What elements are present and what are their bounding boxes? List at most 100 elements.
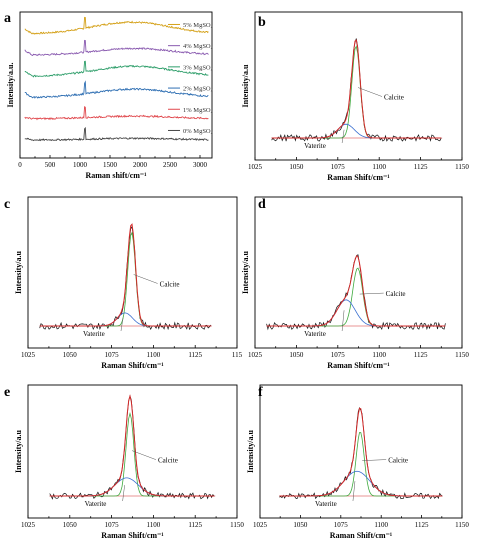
legend-entry: 2% MgSO₄ bbox=[183, 86, 214, 93]
fitted-envelope bbox=[279, 407, 443, 497]
fitted-envelope bbox=[49, 394, 215, 497]
panel-letter: c bbox=[4, 197, 10, 212]
x-tick-label: 2000 bbox=[133, 161, 148, 169]
x-tick-label: 1125 bbox=[414, 163, 428, 171]
vaterite-label: Vaterite bbox=[315, 500, 337, 508]
legend-entry: 1% MgSO₄ bbox=[183, 107, 214, 114]
vaterite-pointer bbox=[122, 485, 125, 502]
fitted-envelope bbox=[271, 39, 442, 139]
y-axis-title: Intensity/a.u bbox=[14, 251, 23, 294]
spectrum-series bbox=[24, 105, 209, 121]
panel-a: a 0 500 1000 1500 2000 2500 3000 Raman shift/cm⁻… bbox=[4, 11, 214, 180]
x-axis-title: Raman Shift/cm⁻¹ bbox=[101, 531, 164, 540]
x-tick-label: 1075 bbox=[105, 521, 120, 529]
x-tick-label: 1100 bbox=[147, 351, 161, 359]
calcite-label: Calcite bbox=[388, 457, 408, 465]
vaterite-pointer bbox=[120, 318, 124, 332]
calcite-label: Calcite bbox=[160, 281, 180, 289]
x-tick-label: 3000 bbox=[193, 161, 208, 169]
x-tick-label: 1075 bbox=[331, 163, 346, 171]
vaterite-component bbox=[279, 470, 443, 497]
x-tick-label: 1025 bbox=[253, 521, 268, 529]
calcite-pointer bbox=[359, 292, 384, 295]
calcite-label: Calcite bbox=[386, 290, 406, 298]
x-tick-label: 1050 bbox=[63, 521, 78, 529]
calcite-label: Calcite bbox=[384, 94, 404, 102]
raw-spectrum bbox=[266, 254, 446, 331]
plot-frame bbox=[27, 384, 238, 519]
x-axis-title: Raman Shift/cm⁻¹ bbox=[101, 361, 164, 370]
calcite-pointer bbox=[133, 274, 158, 284]
x-tick-label: 1025 bbox=[248, 163, 263, 171]
raw-spectrum bbox=[279, 407, 443, 500]
panel-letter: b bbox=[258, 15, 266, 30]
panel-b: b 1025 1050 1075 1100 1125 1150 Raman Shift/cm⁻… bbox=[241, 11, 469, 182]
x-tick-label: 1125 bbox=[415, 521, 429, 529]
y-axis-title: Intensity/a.u bbox=[246, 430, 255, 473]
x-axis-title: Raman Shift/cm⁻¹ bbox=[327, 173, 390, 182]
calcite-label: Calcite bbox=[158, 457, 178, 465]
raw-spectrum bbox=[271, 38, 442, 142]
spectrum-series bbox=[24, 16, 209, 35]
calcite-pointer bbox=[131, 450, 157, 460]
spectrum-series bbox=[24, 80, 209, 99]
x-tick-label: 1500 bbox=[103, 161, 118, 169]
y-axis-title: Intensity/a.u bbox=[241, 251, 250, 294]
plot-frame bbox=[259, 384, 463, 519]
x-tick-label: 0 bbox=[18, 161, 22, 169]
x-tick-label: 1050 bbox=[289, 351, 304, 359]
legend-entry: 0% MgSO₄ bbox=[183, 128, 214, 135]
x-tick-label: 1125 bbox=[188, 521, 202, 529]
x-axis-title: Raman shift/cm⁻¹ bbox=[85, 171, 147, 180]
y-axis-title: Intensity/a.u. bbox=[6, 63, 15, 108]
fitted-envelope bbox=[39, 223, 211, 327]
calcite-component bbox=[266, 267, 446, 327]
raw-spectrum bbox=[39, 225, 212, 331]
panel-d: d 1025 1050 1075 1100 1125 1150 Raman Shift/cm⁻… bbox=[241, 196, 469, 370]
vaterite-label: Vaterite bbox=[85, 500, 107, 508]
legend-entry: 3% MgSO₄ bbox=[183, 64, 214, 71]
calcite-component bbox=[271, 45, 442, 139]
x-tick-label: 2500 bbox=[163, 161, 178, 169]
plot-frame bbox=[19, 11, 213, 159]
x-tick-label: 1150 bbox=[455, 163, 469, 171]
vaterite-pointer bbox=[352, 481, 356, 502]
panel-letter: f bbox=[258, 385, 263, 400]
vaterite-label: Vaterite bbox=[304, 142, 326, 150]
calcite-component bbox=[49, 411, 215, 497]
x-axis-title: Raman Shift/cm⁻¹ bbox=[330, 531, 393, 540]
x-tick-label: 1000 bbox=[73, 161, 88, 169]
fitted-envelope bbox=[266, 254, 446, 327]
x-tick-label: 1025 bbox=[21, 351, 36, 359]
x-tick-label: 500 bbox=[45, 161, 56, 169]
x-tick-label: 1050 bbox=[293, 521, 308, 529]
vaterite-component bbox=[49, 477, 215, 497]
y-axis-title: Intensity/a.u bbox=[241, 64, 250, 107]
y-axis-title: Intensity/a.u bbox=[14, 430, 23, 473]
calcite-component bbox=[279, 432, 443, 497]
x-tick-label: 1050 bbox=[289, 163, 304, 171]
calcite-component bbox=[39, 231, 211, 327]
x-tick-label: 1100 bbox=[147, 521, 161, 529]
x-tick-label: 1125 bbox=[188, 351, 202, 359]
vaterite-component bbox=[39, 312, 211, 327]
x-tick-label: 115 bbox=[232, 351, 243, 359]
vaterite-label: Vaterite bbox=[83, 330, 105, 338]
x-tick-label: 1100 bbox=[372, 163, 386, 171]
spectrum-series bbox=[24, 126, 209, 142]
legend-entry: 5% MgSO₄ bbox=[183, 22, 214, 29]
panel-f: f 1025 1050 1075 1100 1125 1150 Raman Shift/cm⁻… bbox=[246, 384, 469, 540]
x-tick-label: 1100 bbox=[374, 521, 388, 529]
vaterite-pointer bbox=[341, 310, 345, 332]
x-tick-label: 1075 bbox=[331, 351, 346, 359]
panel-letter: a bbox=[4, 11, 11, 26]
calcite-pointer bbox=[362, 459, 387, 461]
x-tick-label: 1025 bbox=[248, 351, 263, 359]
x-tick-label: 1075 bbox=[105, 351, 120, 359]
x-tick-label: 1125 bbox=[414, 351, 428, 359]
x-tick-label: 1100 bbox=[372, 351, 386, 359]
panel-letter: e bbox=[4, 385, 10, 400]
legend-entry: 4% MgSO₄ bbox=[183, 43, 214, 50]
vaterite-pointer bbox=[341, 129, 345, 144]
